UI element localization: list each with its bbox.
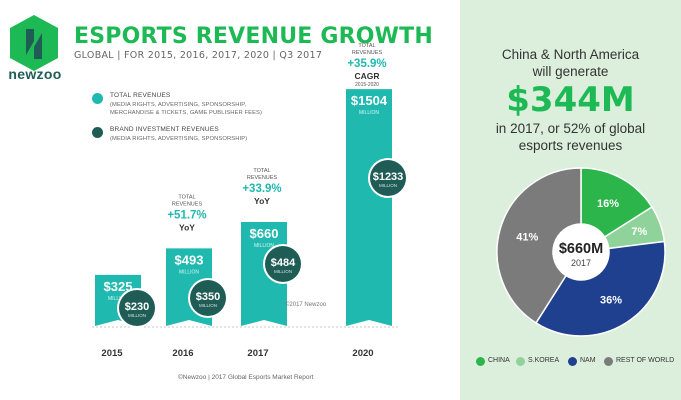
bubble-brand-2020 bbox=[370, 160, 406, 196]
year-label-2016: 2016 bbox=[172, 348, 193, 359]
bubble-brand-label-2016: $350 bbox=[196, 291, 220, 303]
headline-line1: China & North America bbox=[501, 47, 640, 62]
donut-center-value: $660M bbox=[559, 241, 603, 257]
legend-brand-swatch bbox=[92, 127, 103, 138]
revenue-bar-chart: $325MILLION$230MILLION2015$493MILLION$35… bbox=[92, 43, 408, 359]
donut-legend-swatch bbox=[516, 357, 525, 366]
growth-top-2016: TOTAL bbox=[178, 194, 195, 200]
donut-label-rest-of-world: 41% bbox=[516, 231, 538, 243]
brand-name: newzoo bbox=[8, 66, 62, 82]
headline-line4: esports revenues bbox=[518, 138, 623, 153]
donut-label-s-korea: 7% bbox=[631, 226, 647, 238]
headline-line2: will generate bbox=[532, 64, 609, 79]
growth-top-2020: TOTAL bbox=[358, 43, 375, 49]
legend-brand-sub: (MEDIA RIGHTS, ADVERTISING, SPONSORSHIP) bbox=[110, 135, 247, 143]
growth-pct-2017: +33.9% bbox=[242, 183, 281, 195]
growth-pct-2016: +51.7% bbox=[167, 209, 206, 221]
bubble-brand-label-2017: $484 bbox=[271, 257, 296, 269]
bubble-brand-unit-2017: MILLION bbox=[274, 269, 292, 274]
bubble-brand-label-2015: $230 bbox=[125, 301, 149, 313]
bar-total-unit-2020: MILLION bbox=[359, 110, 379, 116]
headline-line3: in 2017, or 52% of global bbox=[495, 121, 646, 136]
growth-suffix-2020: CAGR bbox=[354, 71, 379, 81]
donut-legend: CHINA S.KOREA NAM REST OF WORLD bbox=[476, 356, 681, 368]
page-subtitle: GLOBAL | FOR 2015, 2016, 2017, 2020 | Q3… bbox=[74, 50, 323, 61]
legend-total-sub2: MERCHANDISE & TICKETS, GAME PUBLISHER FE… bbox=[110, 110, 263, 116]
growth-top2-2020: REVENUES bbox=[352, 50, 383, 56]
chart-watermark: ©2017 Newzoo bbox=[285, 302, 327, 308]
growth-suffix-2017: YoY bbox=[254, 196, 270, 206]
donut-legend-label: CHINA bbox=[488, 357, 510, 364]
bar-total-label-2017: $660 bbox=[250, 226, 279, 241]
bubble-brand-unit-2020: MILLION bbox=[379, 183, 397, 188]
donut-legend-swatch bbox=[476, 357, 485, 366]
growth-pct-2020: +35.9% bbox=[347, 58, 386, 70]
donut-legend-swatch bbox=[604, 357, 613, 366]
growth-suffix-2016: YoY bbox=[179, 222, 195, 232]
legend-total-sub: (MEDIA RIGHTS, ADVERTISING, SPONSORSHIP,… bbox=[110, 101, 262, 117]
right-panel: China & North America will generate $344… bbox=[460, 0, 681, 400]
donut-label-china: 16% bbox=[597, 198, 619, 210]
headline-top: China & North America will generate bbox=[460, 46, 681, 80]
bar-total-label-2020: $1504 bbox=[351, 93, 388, 108]
legend-total-title: TOTAL REVENUES bbox=[110, 92, 171, 99]
legend-total-sub1: (MEDIA RIGHTS, ADVERTISING, SPONSORSHIP, bbox=[110, 102, 247, 108]
growth-top2-2016: REVENUES bbox=[172, 201, 203, 207]
donut-legend-label: S.KOREA bbox=[528, 357, 560, 364]
page-title: ESPORTS REVENUE GROWTH bbox=[74, 24, 433, 49]
donut-center-year: 2017 bbox=[571, 258, 591, 268]
legend-brand-sub1: (MEDIA RIGHTS, ADVERTISING, SPONSORSHIP) bbox=[110, 136, 248, 142]
donut-label-nam: 36% bbox=[600, 294, 622, 306]
bar-total-label-2015: $325 bbox=[104, 279, 133, 294]
donut-legend-label: REST OF WORLD bbox=[616, 357, 675, 364]
bar-total-unit-2017: MILLION bbox=[254, 243, 274, 249]
donut-legend-label: NAM bbox=[580, 357, 596, 364]
year-label-2017: 2017 bbox=[247, 348, 268, 359]
copyright-note: ©Newzoo | 2017 Global Esports Market Rep… bbox=[178, 374, 314, 381]
left-panel: newzoo ESPORTS REVENUE GROWTH GLOBAL | F… bbox=[8, 15, 433, 381]
growth-extra-2020: 2015-2020 bbox=[355, 82, 379, 88]
year-label-2020: 2020 bbox=[352, 348, 373, 359]
legend-total-swatch bbox=[92, 93, 103, 104]
bubble-brand-2016 bbox=[190, 280, 226, 316]
legend-brand-title: BRAND INVESTMENT REVENUES bbox=[110, 126, 219, 133]
newzoo-logo-icon bbox=[10, 15, 58, 71]
growth-top2-2017: REVENUES bbox=[247, 175, 278, 181]
bar-total-unit-2015: MILLION bbox=[108, 296, 128, 302]
year-label-2015: 2015 bbox=[101, 348, 123, 359]
bar-total-2020 bbox=[346, 89, 392, 327]
bubble-brand-2015 bbox=[119, 290, 155, 326]
donut-center bbox=[553, 224, 609, 280]
bubble-brand-unit-2015: MILLION bbox=[128, 313, 146, 318]
growth-top-2017: TOTAL bbox=[253, 168, 270, 174]
bubble-brand-unit-2016: MILLION bbox=[199, 303, 217, 308]
bar-total-unit-2016: MILLION bbox=[179, 269, 199, 275]
headline-big-number: $344M bbox=[506, 80, 635, 120]
bubble-brand-label-2020: $1233 bbox=[373, 171, 404, 183]
donut-legend-swatch bbox=[568, 357, 577, 366]
bubble-brand-2017 bbox=[265, 246, 301, 282]
bar-total-label-2016: $493 bbox=[175, 252, 204, 267]
headline-bottom: in 2017, or 52% of global esports revenu… bbox=[460, 120, 681, 154]
